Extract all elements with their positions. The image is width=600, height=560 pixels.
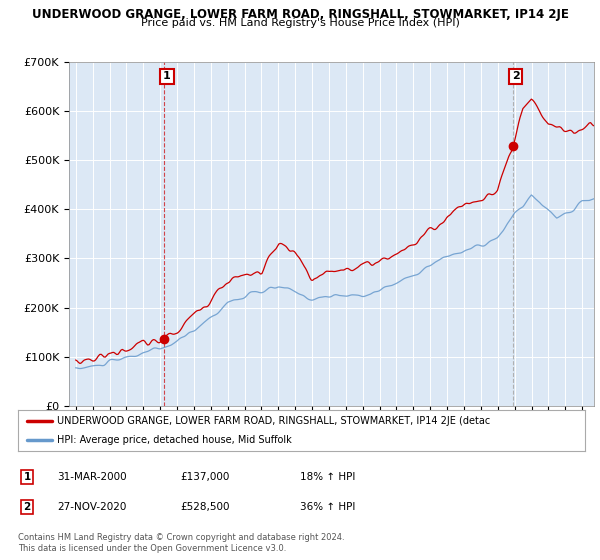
Text: £528,500: £528,500 — [180, 502, 229, 512]
Text: 36% ↑ HPI: 36% ↑ HPI — [300, 502, 355, 512]
Text: Price paid vs. HM Land Registry's House Price Index (HPI): Price paid vs. HM Land Registry's House … — [140, 18, 460, 29]
Text: 18% ↑ HPI: 18% ↑ HPI — [300, 472, 355, 482]
Text: 31-MAR-2000: 31-MAR-2000 — [57, 472, 127, 482]
Text: 1: 1 — [163, 72, 171, 81]
Text: Contains HM Land Registry data © Crown copyright and database right 2024.
This d: Contains HM Land Registry data © Crown c… — [18, 533, 344, 553]
Text: UNDERWOOD GRANGE, LOWER FARM ROAD, RINGSHALL, STOWMARKET, IP14 2JE (detac: UNDERWOOD GRANGE, LOWER FARM ROAD, RINGS… — [56, 417, 490, 426]
Text: £137,000: £137,000 — [180, 472, 229, 482]
Text: 27-NOV-2020: 27-NOV-2020 — [57, 502, 127, 512]
Text: 2: 2 — [23, 502, 31, 512]
Text: 1: 1 — [23, 472, 31, 482]
Text: UNDERWOOD GRANGE, LOWER FARM ROAD, RINGSHALL, STOWMARKET, IP14 2JE: UNDERWOOD GRANGE, LOWER FARM ROAD, RINGS… — [32, 8, 568, 21]
Text: HPI: Average price, detached house, Mid Suffolk: HPI: Average price, detached house, Mid … — [56, 435, 292, 445]
Text: 2: 2 — [512, 72, 520, 81]
